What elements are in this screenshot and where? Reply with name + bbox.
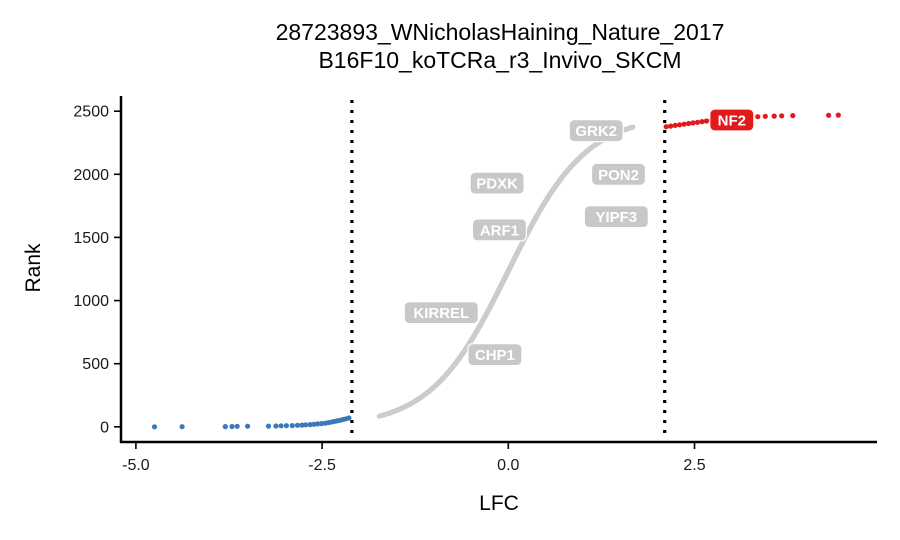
gene-label-kirrel: KIRREL (403, 301, 479, 325)
gene-label-yipf3: YIPF3 (583, 205, 649, 229)
gene-label-text: NF2 (718, 113, 746, 130)
enriched-gene-point (690, 120, 696, 126)
depleted-gene-point (283, 423, 289, 429)
enriched-gene-point (677, 122, 683, 128)
gene-label-box (403, 301, 479, 325)
gene-label-text: YIPF3 (595, 209, 637, 226)
enriched-gene-point (826, 112, 832, 118)
chart-title-line-1: 28723893_WNicholasHaining_Nature_2017 (276, 19, 725, 45)
gene-label-text: GRK2 (575, 123, 617, 140)
x-tick-label: 0.0 (497, 457, 519, 474)
x-tick-label: -2.5 (308, 457, 336, 474)
gene-label-box (568, 119, 624, 143)
depleted-gene-point (289, 423, 295, 429)
gene-label-text: CHP1 (475, 347, 515, 364)
enriched-gene-point (686, 120, 692, 127)
depleted-gene-point (294, 422, 301, 428)
depleted-gene-point (245, 423, 251, 429)
depleted-gene-point (265, 423, 272, 429)
gene-label-nf2: NF2 (709, 108, 755, 132)
depleted-gene-point (278, 423, 284, 429)
y-tick-label: 1500 (73, 230, 109, 247)
gene-label-chp1: CHP1 (467, 343, 523, 367)
chart-title-line-2: B16F10_koTCRa_r3_Invivo_SKCM (318, 47, 681, 73)
y-tick-label: 2000 (73, 167, 109, 184)
neutral-gene-point (630, 124, 636, 130)
axis-ticks: -5.0 -2.5 0.0 2.5 0 500 1000 1500 2000 2500 (73, 104, 705, 474)
gene-label-box (583, 205, 649, 229)
gene-label-grk2: GRK2 (568, 119, 624, 143)
enriched-gene-point (703, 118, 710, 124)
depleted-gene-point (234, 423, 240, 429)
enriched-gene-point (672, 122, 678, 128)
gene-label-box (709, 108, 755, 132)
plot-area: NF2 GRK2 PDXK PON2 YIPF3 ARF1 KIRREL CHP1 (151, 100, 841, 440)
depleted-gene-point (179, 424, 185, 430)
depleted-gene-point (222, 424, 228, 430)
x-tick-label: -5.0 (122, 457, 150, 474)
gene-label-text: KIRREL (413, 305, 469, 322)
gene-label-pdxk: PDXK (469, 171, 525, 195)
depleted-gene-point (151, 424, 158, 430)
gene-label-box (590, 162, 647, 186)
y-tick-label: 500 (82, 356, 109, 373)
enriched-gene-point (779, 113, 785, 119)
depleted-gene-point (229, 423, 235, 430)
enriched-gene-point (694, 119, 701, 125)
x-axis-title: LFC (479, 492, 519, 515)
depleted-gene-point (303, 422, 309, 428)
gene-label-arf1: ARF1 (471, 218, 527, 242)
depleted-gene-point (346, 415, 352, 421)
enriched-gene-point (755, 114, 761, 120)
enriched-gene-point (663, 124, 669, 130)
depleted-gene-point (299, 422, 305, 428)
enriched-gene-point (771, 113, 777, 119)
gene-label-text: ARF1 (480, 222, 519, 239)
gene-label-text: PON2 (598, 167, 639, 184)
y-tick-label: 2500 (73, 104, 109, 121)
gene-label-pon2: PON2 (590, 162, 647, 186)
gene-label-text: PDXK (476, 176, 518, 193)
gene-label-box (471, 218, 527, 242)
y-axis-title: Rank (22, 243, 45, 293)
depleted-gene-point (315, 421, 321, 427)
y-tick-label: 0 (100, 419, 109, 436)
gene-label-box (467, 343, 523, 367)
enriched-gene-point (681, 121, 687, 127)
enriched-gene-point (699, 119, 705, 125)
enriched-gene-point (835, 112, 841, 118)
gene-label-box (469, 171, 525, 195)
y-tick-label: 1000 (73, 293, 109, 310)
x-tick-label: 2.5 (683, 457, 705, 474)
enriched-gene-point (790, 113, 796, 119)
depleted-gene-point (273, 423, 279, 429)
enriched-gene-point (762, 113, 768, 119)
enriched-gene-point (668, 123, 674, 129)
